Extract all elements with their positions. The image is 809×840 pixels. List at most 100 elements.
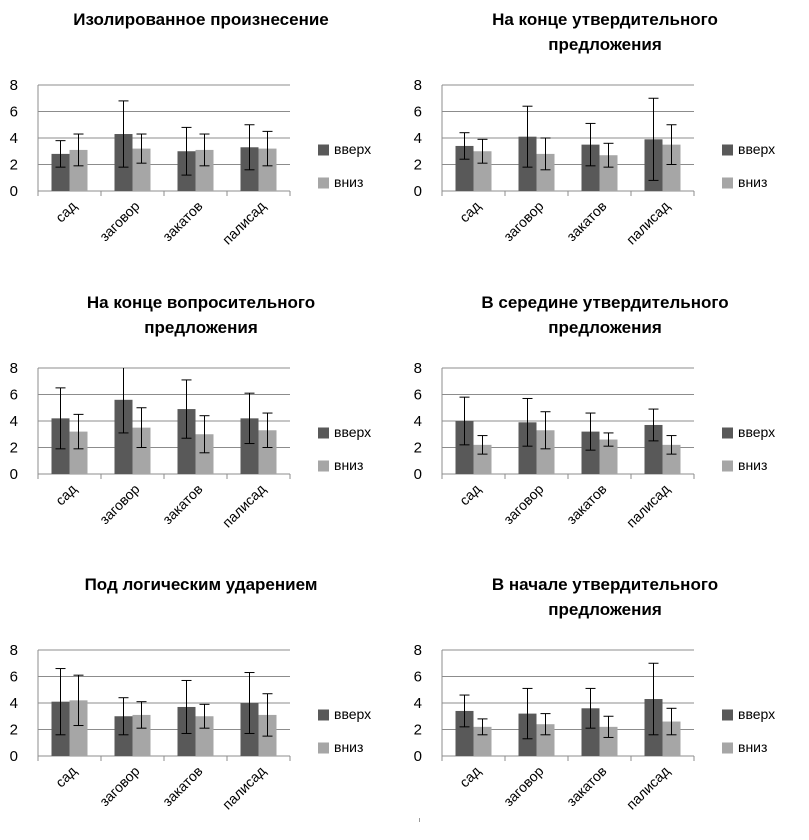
chart-svg: Под логическим ударением 0 2 4 6 8 сад заговор з… xyxy=(10,575,371,813)
y-tick-label: 0 xyxy=(10,183,18,200)
chart-svg: На конце вопросительного предложения 0 2 4 6 8… xyxy=(10,293,371,531)
y-tick-label: 0 xyxy=(10,748,18,765)
legend-label: вниз xyxy=(334,174,363,190)
bar-down xyxy=(662,721,681,756)
chart-title-line: предложения xyxy=(548,318,662,337)
bar-up xyxy=(455,710,474,756)
bar-down xyxy=(258,430,277,474)
x-tick-label: закатов xyxy=(159,763,205,809)
chart-svg: Изолированное произнесение 0 2 4 6 8 сад загово… xyxy=(10,10,371,248)
y-tick-label: 6 xyxy=(414,387,422,404)
bar-up xyxy=(644,424,663,474)
x-tick-label: заговор xyxy=(96,763,143,810)
bar-down xyxy=(132,714,151,756)
legend-label: вверх xyxy=(334,141,371,157)
chart-svg: В начале утвердительного предложения 0 2 4 6 8… xyxy=(414,575,775,813)
chart-panel-2: На конце утвердительного предложения 0 2 4 6 8… xyxy=(404,0,808,275)
y-tick-label: 0 xyxy=(414,183,422,200)
y-tick-label: 6 xyxy=(10,669,18,686)
chart-svg: На конце утвердительного предложения 0 2 4 6 8… xyxy=(414,10,775,248)
legend-swatch xyxy=(722,427,733,439)
x-tick-label: закатов xyxy=(159,198,205,244)
bar-down xyxy=(473,151,492,191)
legend-label: вниз xyxy=(738,739,767,755)
chart-title-line: Изолированное произнесение xyxy=(73,10,329,29)
bar-down xyxy=(195,149,214,191)
y-tick-label: 0 xyxy=(414,748,422,765)
x-tick-label: палисад xyxy=(623,763,673,813)
bar-up xyxy=(455,145,474,191)
x-tick-label: закатов xyxy=(563,198,609,244)
y-tick-label: 0 xyxy=(414,466,422,483)
y-tick-label: 4 xyxy=(414,695,422,712)
chart-title-line: предложения xyxy=(144,318,258,337)
legend-swatch xyxy=(722,460,733,472)
bar-down xyxy=(599,726,618,756)
legend-label: вверх xyxy=(334,424,371,440)
bar-up xyxy=(455,421,474,474)
y-tick-label: 4 xyxy=(10,413,18,430)
legend-label: вверх xyxy=(738,706,775,722)
bar-up xyxy=(581,144,600,191)
chart-title-line: На конце вопросительного xyxy=(87,293,315,312)
bar-down xyxy=(599,439,618,474)
bar-up xyxy=(581,708,600,756)
y-tick-label: 2 xyxy=(414,157,422,174)
x-tick-label: сад xyxy=(52,763,80,791)
x-tick-label: палисад xyxy=(219,198,269,248)
legend-swatch xyxy=(318,709,329,721)
stray-mark xyxy=(419,818,420,822)
x-tick-label: закатов xyxy=(563,763,609,809)
chart-panel-4: В середине утвердительного предложения 0 2 4… xyxy=(404,283,808,558)
y-tick-label: 4 xyxy=(414,130,422,147)
x-tick-label: сад xyxy=(456,198,484,226)
bar-up xyxy=(114,716,133,756)
x-tick-label: палисад xyxy=(219,481,269,531)
bar-up xyxy=(240,418,259,474)
legend-swatch xyxy=(318,427,329,439)
legend-label: вниз xyxy=(334,739,363,755)
x-tick-label: заговор xyxy=(500,198,547,245)
x-tick-label: сад xyxy=(52,481,80,509)
y-tick-label: 4 xyxy=(414,413,422,430)
bar-down xyxy=(473,444,492,474)
y-tick-label: 4 xyxy=(10,695,18,712)
bar-up xyxy=(518,422,537,474)
bar-up xyxy=(51,153,70,191)
bar-down xyxy=(132,427,151,474)
chart-title-line: В середине утвердительного xyxy=(481,293,728,312)
legend-label: вверх xyxy=(334,706,371,722)
y-tick-label: 8 xyxy=(414,360,422,377)
x-tick-label: сад xyxy=(456,481,484,509)
chart-title-line: предложения xyxy=(548,600,662,619)
x-tick-label: сад xyxy=(456,763,484,791)
legend-label: вверх xyxy=(738,424,775,440)
y-tick-label: 4 xyxy=(10,130,18,147)
x-tick-label: закатов xyxy=(563,481,609,527)
bar-down xyxy=(69,431,88,474)
y-tick-label: 2 xyxy=(10,722,18,739)
chart-title-line: Под логическим ударением xyxy=(85,575,318,594)
x-tick-label: палисад xyxy=(219,763,269,813)
legend-swatch xyxy=(318,460,329,472)
x-tick-label: закатов xyxy=(159,481,205,527)
y-tick-label: 0 xyxy=(10,466,18,483)
x-tick-label: заговор xyxy=(500,763,547,810)
bar-down xyxy=(69,700,88,756)
x-tick-label: заговор xyxy=(96,481,143,528)
chart-title-line: На конце утвердительного xyxy=(492,10,718,29)
chart-title-line: предложения xyxy=(548,35,662,54)
legend-swatch xyxy=(722,742,733,754)
y-tick-label: 8 xyxy=(414,77,422,94)
bar-down xyxy=(132,148,151,191)
x-tick-label: сад xyxy=(52,198,80,226)
bar-down xyxy=(599,155,618,191)
y-tick-label: 2 xyxy=(10,157,18,174)
legend-swatch xyxy=(318,144,329,156)
legend-swatch xyxy=(318,742,329,754)
legend-swatch xyxy=(722,144,733,156)
chart-panel-1: Изолированное произнесение 0 2 4 6 8 сад загово… xyxy=(0,0,404,275)
chart-panel-3: На конце вопросительного предложения 0 2 4 6 8… xyxy=(0,283,404,558)
legend-label: вниз xyxy=(334,457,363,473)
x-tick-label: палисад xyxy=(623,198,673,248)
